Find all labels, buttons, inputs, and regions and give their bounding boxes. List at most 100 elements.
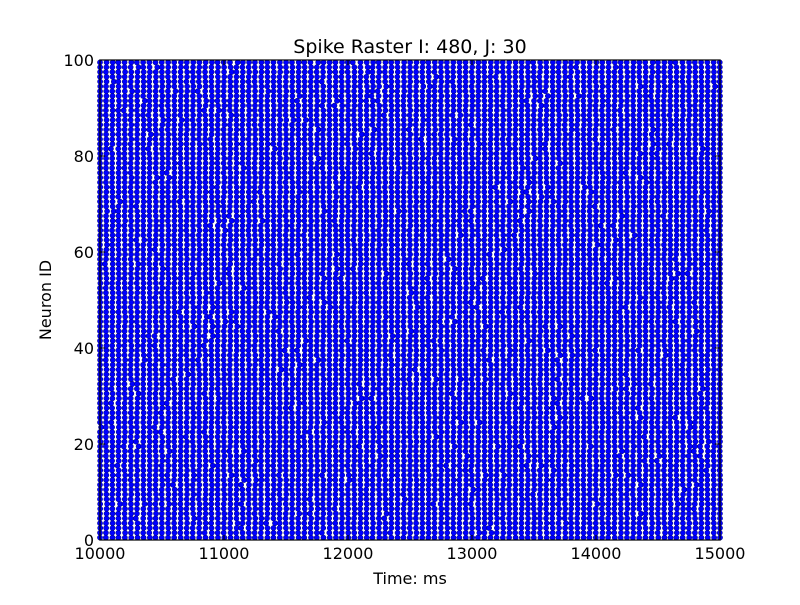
spike-point xyxy=(295,467,302,474)
spike-point xyxy=(165,520,171,527)
spike-point xyxy=(252,193,258,200)
spike-point xyxy=(208,376,215,383)
spike-point xyxy=(109,270,116,277)
spike-point xyxy=(394,472,401,479)
spike-point xyxy=(376,525,382,531)
spike-point xyxy=(158,304,165,311)
spike-point xyxy=(239,491,246,498)
spike-point xyxy=(240,515,246,522)
spike-point xyxy=(165,227,172,234)
spike-point xyxy=(339,246,345,253)
spike-point xyxy=(352,400,359,407)
spike-point xyxy=(196,429,203,435)
spike-point xyxy=(128,400,134,407)
spike-point xyxy=(153,371,159,378)
spike-point xyxy=(134,117,141,123)
spike-point xyxy=(165,453,172,459)
spike-point xyxy=(270,409,277,416)
spike-point xyxy=(320,160,326,167)
spike-point xyxy=(283,155,290,162)
spike-point xyxy=(351,165,358,171)
spike-point xyxy=(239,424,246,431)
spike-point xyxy=(190,102,196,109)
spike-point xyxy=(165,121,171,128)
spike-point xyxy=(128,179,134,186)
spike-point xyxy=(363,361,370,368)
spike-point xyxy=(332,64,339,71)
spike-point xyxy=(165,352,171,359)
spike-point xyxy=(227,395,233,402)
spike-point xyxy=(128,390,135,397)
spike-point xyxy=(351,299,358,306)
spike-point xyxy=(208,342,215,349)
spike-point xyxy=(233,289,240,296)
spike-point xyxy=(116,136,122,143)
spike-point xyxy=(301,419,308,426)
spike-point xyxy=(171,112,178,119)
spike-point xyxy=(221,78,227,85)
spike-point xyxy=(115,69,122,75)
spike-point xyxy=(258,193,265,200)
spike-point xyxy=(350,429,357,435)
spike-point xyxy=(301,93,308,99)
spike-point xyxy=(227,150,234,157)
spike-point xyxy=(333,457,339,464)
spike-point xyxy=(320,93,327,99)
spike-point xyxy=(153,409,159,416)
spike-point xyxy=(159,179,165,186)
spike-point xyxy=(121,198,128,205)
spike-point xyxy=(363,198,370,205)
spike-point xyxy=(177,256,184,263)
spike-point xyxy=(326,462,333,469)
spike-point xyxy=(246,491,252,498)
spike-point xyxy=(301,179,308,186)
spike-point xyxy=(313,112,320,119)
spike-point xyxy=(388,165,395,171)
spike-point xyxy=(301,73,308,80)
spike-point xyxy=(307,357,314,363)
spike-point xyxy=(233,256,240,263)
spike-point xyxy=(128,232,134,239)
spike-point xyxy=(376,237,382,243)
spike-point xyxy=(382,131,388,138)
spike-point xyxy=(394,405,401,411)
spike-point xyxy=(171,208,178,215)
spike-point xyxy=(301,136,308,143)
spike-point xyxy=(128,174,135,181)
spike-point xyxy=(117,198,123,205)
spike-point xyxy=(227,457,233,464)
spike-point xyxy=(196,457,203,464)
spike-point xyxy=(394,342,401,349)
spike-point xyxy=(295,88,302,95)
spike-point xyxy=(152,477,159,483)
spike-point xyxy=(183,313,190,320)
spike-point xyxy=(344,285,351,291)
spike-point xyxy=(208,405,215,411)
spike-point xyxy=(264,438,271,445)
spike-point xyxy=(251,496,258,503)
spike-point xyxy=(332,107,339,114)
spike-point xyxy=(388,69,395,75)
spike-point xyxy=(301,376,308,383)
spike-point xyxy=(388,265,395,272)
spike-point xyxy=(307,333,314,339)
spike-point xyxy=(282,520,289,527)
spike-point xyxy=(153,453,159,459)
spike-point xyxy=(320,237,326,243)
spike-point xyxy=(165,371,171,378)
spike-point xyxy=(306,294,313,301)
spike-point xyxy=(314,294,320,301)
spike-point xyxy=(208,227,215,234)
spike-point xyxy=(314,515,321,522)
spike-point xyxy=(314,275,320,282)
spike-point xyxy=(351,69,358,75)
spike-point xyxy=(202,472,209,479)
spike-point xyxy=(127,419,134,426)
spike-point xyxy=(196,117,202,123)
spike-point xyxy=(369,323,376,330)
spike-point xyxy=(220,208,227,215)
spike-point xyxy=(239,193,246,200)
spike-point xyxy=(314,405,321,411)
spike-point xyxy=(326,424,332,431)
spike-point xyxy=(251,529,258,536)
